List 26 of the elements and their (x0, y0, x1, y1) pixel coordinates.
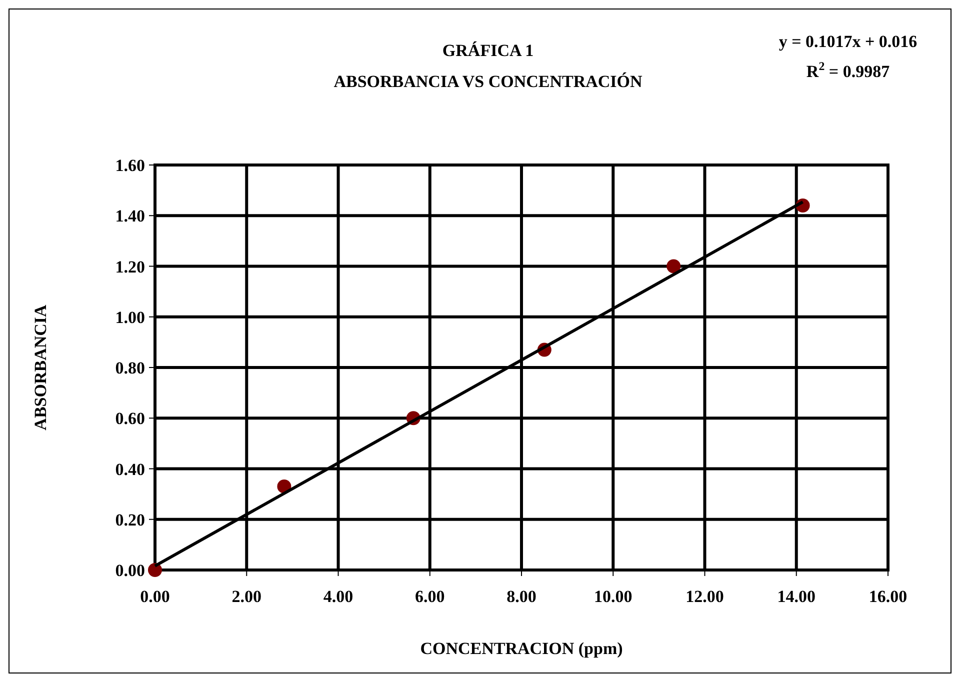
x-axis-title: CONCENTRACION (ppm) (420, 639, 623, 658)
x-tick-label: 0.00 (140, 587, 170, 606)
point (148, 563, 162, 577)
x-tick-label: 12.00 (686, 587, 724, 606)
y-tick-label: 0.00 (115, 561, 145, 580)
x-tick-label: 10.00 (594, 587, 632, 606)
point (666, 259, 681, 274)
x-tick-label: 2.00 (232, 587, 262, 606)
x-tick-label: 6.00 (415, 587, 445, 606)
chart-title: GRÁFICA 1 (442, 41, 534, 60)
y-tick-label: 0.20 (115, 510, 145, 530)
text: R$^{2}$ = 0.9987 (806, 59, 890, 81)
x-tick-label: 14.00 (777, 587, 816, 606)
text: y = 0.1017x + 0.016 (778, 32, 918, 51)
y-tick-label: 1.00 (115, 308, 145, 327)
y-axis-title: ABSORBANCIA (31, 304, 50, 430)
y-tick-label: 0.60 (115, 409, 145, 428)
y-tick-label: 1.60 (115, 156, 145, 175)
y-tick-label: 0.40 (115, 460, 145, 479)
x-tick-label: 8.00 (506, 587, 536, 606)
y-tick-label: 1.20 (115, 257, 145, 276)
x-tick-label: 16.00 (868, 587, 908, 606)
x-tick-label: 4.00 (323, 587, 354, 606)
y-tick-label: 0.80 (115, 358, 145, 378)
chart-subtitle: ABSORBANCIA VS CONCENTRACIÓN (334, 72, 644, 91)
y-tick-label: 1.40 (115, 206, 145, 226)
